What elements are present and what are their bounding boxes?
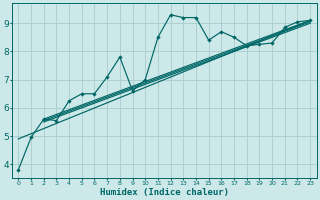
X-axis label: Humidex (Indice chaleur): Humidex (Indice chaleur) bbox=[100, 188, 229, 197]
